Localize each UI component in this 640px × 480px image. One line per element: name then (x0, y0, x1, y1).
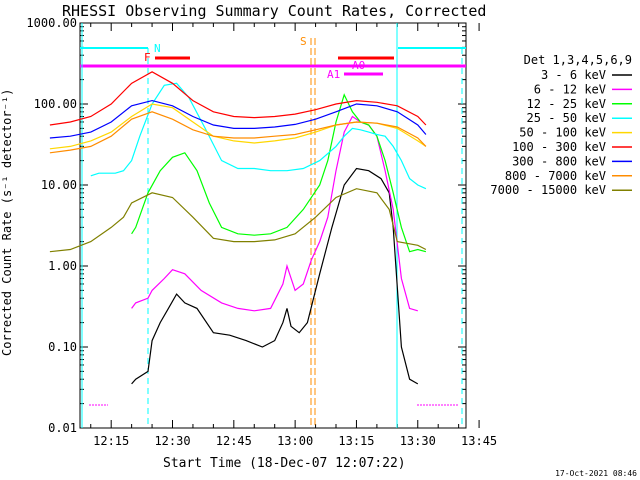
legend-label: 25 - 50 keV (527, 111, 606, 125)
series-line-2 (131, 93, 427, 253)
annotation-f: F (144, 51, 151, 64)
x-axis: 12:15 12:30 12:45 13:00 13:15 13:30 13:45 (90, 23, 497, 448)
series-line-0 (131, 167, 419, 385)
legend-label: 6 - 12 keV (534, 82, 606, 96)
legend-label: 100 - 300 keV (512, 140, 606, 154)
legend-title: Det 1,3,4,5,6,9 (524, 53, 632, 67)
series-line-8 (49, 188, 427, 253)
series-line-5 (49, 71, 427, 126)
annotation-n: N (154, 42, 161, 55)
x-tick-label: 13:15 (338, 434, 374, 448)
x-tick-label: 12:30 (154, 434, 190, 448)
legend-label: 3 - 6 keV (541, 68, 606, 82)
y-tick-label: 0.01 (48, 421, 77, 435)
series-line-6 (49, 99, 427, 139)
plot-frame (79, 22, 467, 429)
legend-label: 12 - 25 keV (527, 97, 606, 111)
y-axis-label: Corrected Count Rate (s⁻¹ detector⁻¹) (0, 89, 14, 356)
y-tick-label: 1.00 (48, 259, 77, 273)
series-line-1 (131, 115, 418, 312)
series-line-7 (49, 111, 427, 154)
footer-timestamp: 17-Oct-2021 08:46 (555, 469, 637, 478)
legend-label: 7000 - 15000 keV (490, 183, 606, 197)
y-tick-label: 1000.00 (26, 16, 77, 30)
y-tick-label: 10.00 (41, 178, 77, 192)
annotation-labels: N F S A0 A1 (144, 35, 365, 81)
x-tick-label: 12:45 (216, 434, 252, 448)
state-bars (80, 23, 466, 428)
annotation-s: S (300, 35, 307, 48)
annotation-a1: A1 (327, 68, 340, 81)
series-layer (49, 71, 427, 385)
legend-label: 50 - 100 keV (519, 126, 606, 140)
annotation-a0: A0 (352, 59, 365, 72)
y-tick-label: 100.00 (34, 97, 77, 111)
y-axis: 0.01 0.10 1.00 10.00 100.00 1000.00 (26, 16, 466, 435)
x-tick-label: 12:15 (93, 434, 129, 448)
x-axis-label: Start Time (18-Dec-07 12:07:22) (163, 456, 406, 471)
series-line-3 (90, 82, 427, 190)
x-tick-label: 13:00 (277, 434, 313, 448)
x-tick-label: 13:30 (400, 434, 436, 448)
plot-area: 0.01 0.10 1.00 10.00 100.00 1000.00 12:15 12:3… (26, 16, 497, 448)
chart-title: RHESSI Observing Summary Count Rates, Co… (62, 2, 486, 20)
legend-label: 300 - 800 keV (512, 154, 606, 168)
x-tick-label: 13:45 (461, 434, 497, 448)
legend-label: 800 - 7000 keV (505, 169, 606, 183)
y-tick-label: 0.10 (48, 340, 77, 354)
